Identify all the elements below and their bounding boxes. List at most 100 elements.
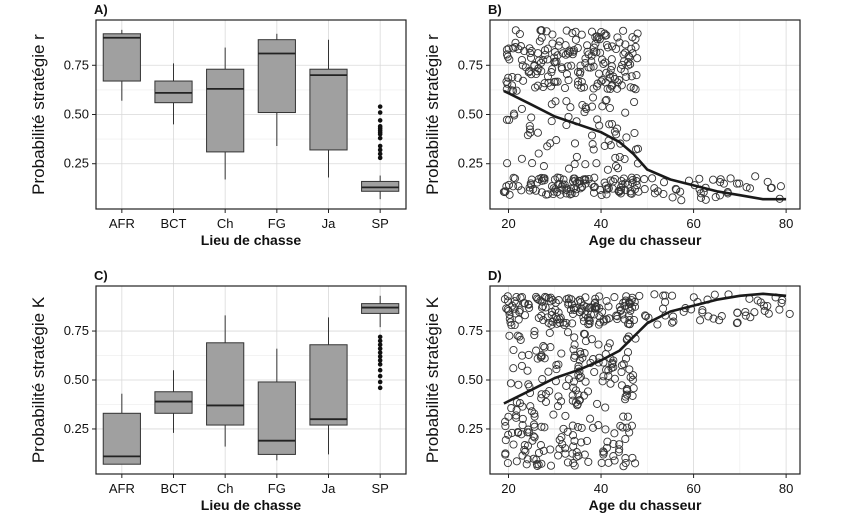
scatter-point bbox=[629, 384, 638, 393]
scatter-point bbox=[611, 161, 621, 170]
scatter-point bbox=[512, 457, 521, 466]
scatter-point bbox=[562, 26, 571, 35]
scatter-point bbox=[530, 433, 539, 442]
scatter-point bbox=[544, 78, 553, 87]
scatter-point bbox=[530, 61, 539, 70]
scatter-point bbox=[592, 48, 601, 57]
scatter-point bbox=[613, 164, 623, 173]
scatter-point bbox=[552, 365, 561, 374]
scatter-point bbox=[559, 175, 568, 184]
scatter-point bbox=[501, 436, 510, 445]
scatter-point bbox=[587, 102, 597, 111]
scatter-point bbox=[571, 386, 581, 395]
scatter-point bbox=[507, 321, 516, 330]
scatter-point bbox=[669, 312, 678, 321]
scatter-point bbox=[503, 159, 512, 168]
scatter-point bbox=[529, 454, 538, 463]
scatter-point bbox=[512, 398, 521, 407]
scatter-point bbox=[745, 184, 755, 193]
scatter-point bbox=[548, 39, 557, 48]
scatter-point bbox=[569, 459, 578, 468]
scatter-point bbox=[541, 50, 550, 60]
outlier-point bbox=[377, 155, 383, 161]
scatter-point bbox=[580, 450, 589, 459]
scatter-point bbox=[621, 298, 630, 307]
scatter-point bbox=[671, 184, 680, 193]
scatter-point bbox=[617, 367, 626, 377]
scatter-point bbox=[609, 439, 618, 448]
scatter-point bbox=[631, 42, 640, 51]
scatter-point bbox=[625, 53, 634, 62]
scatter-point bbox=[591, 39, 600, 48]
scatter-point bbox=[525, 303, 534, 312]
scatter-point bbox=[500, 295, 509, 304]
scatter-point bbox=[659, 178, 669, 187]
scatter-point bbox=[613, 33, 622, 42]
scatter-point bbox=[537, 351, 546, 360]
scatter-point bbox=[542, 27, 551, 36]
scatter-point bbox=[704, 312, 713, 321]
scatter-point bbox=[508, 72, 517, 82]
scatter-point bbox=[618, 423, 627, 432]
scatter-point bbox=[575, 373, 584, 382]
scatter-point bbox=[503, 79, 512, 88]
scatter-point bbox=[526, 402, 535, 411]
scatter-point bbox=[602, 95, 611, 104]
scatter-point bbox=[575, 356, 584, 365]
scatter-point bbox=[601, 31, 610, 40]
scatter-point bbox=[732, 319, 741, 328]
scatter-point bbox=[741, 311, 750, 320]
scatter-point bbox=[623, 423, 632, 432]
scatter-point bbox=[598, 377, 607, 386]
scatter-point bbox=[561, 444, 570, 453]
scatter-point bbox=[547, 117, 556, 126]
scatter-point bbox=[763, 301, 772, 311]
plot-frame bbox=[489, 285, 801, 475]
scatter-point bbox=[598, 55, 607, 64]
scatter-point bbox=[553, 402, 563, 411]
scatter-point bbox=[623, 412, 633, 421]
scatter-point bbox=[588, 93, 598, 102]
scatter-point bbox=[627, 44, 636, 53]
scatter-point bbox=[533, 128, 542, 137]
box-iqr bbox=[257, 381, 296, 455]
scatter-point bbox=[534, 460, 543, 469]
scatter-point bbox=[506, 379, 515, 388]
scatter-point bbox=[625, 320, 634, 329]
tick-label-x: 40 bbox=[594, 481, 608, 496]
scatter-point bbox=[524, 380, 533, 389]
scatter-point bbox=[562, 70, 571, 79]
scatter-point bbox=[667, 318, 677, 327]
scatter-point bbox=[504, 430, 513, 439]
scatter-point bbox=[520, 299, 530, 308]
scatter-point bbox=[631, 85, 640, 94]
scatter-point bbox=[602, 40, 611, 50]
scatter-point bbox=[546, 445, 555, 454]
scatter-point bbox=[551, 97, 560, 106]
scatter-point bbox=[605, 73, 614, 82]
scatter-point bbox=[534, 149, 543, 158]
tick-label-y: 0.25 bbox=[64, 421, 89, 436]
box-AFR bbox=[102, 29, 141, 101]
scatter-point bbox=[583, 387, 593, 396]
scatter-point bbox=[523, 131, 532, 140]
scatter-point bbox=[509, 440, 518, 449]
scatter-point bbox=[514, 380, 523, 389]
x-axis-label: Lieu de chasse bbox=[201, 497, 302, 513]
scatter-point bbox=[615, 76, 624, 85]
scatter-point bbox=[715, 316, 724, 325]
scatter-point bbox=[590, 367, 599, 377]
scatter-point bbox=[590, 43, 599, 52]
scatter-point bbox=[696, 316, 705, 325]
scatter-point bbox=[520, 441, 529, 450]
scatter-point bbox=[530, 422, 539, 431]
scatter-point bbox=[607, 55, 616, 64]
scatter-point bbox=[595, 121, 604, 130]
scatter-point bbox=[533, 81, 542, 90]
scatter-point bbox=[648, 174, 657, 183]
scatter-point bbox=[630, 302, 640, 311]
scatter-point bbox=[615, 186, 624, 196]
scatter-point bbox=[513, 331, 522, 340]
scatter-point bbox=[610, 75, 620, 84]
